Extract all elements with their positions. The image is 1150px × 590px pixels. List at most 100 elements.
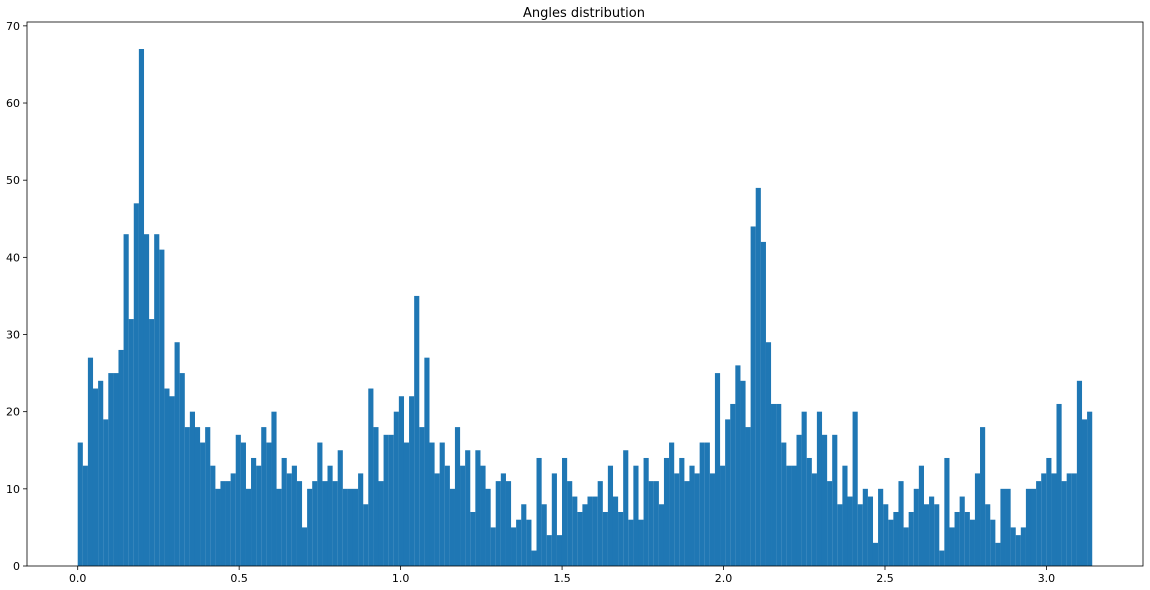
plot-frame xyxy=(26,21,1144,567)
histogram-bar xyxy=(592,496,598,566)
histogram-bar xyxy=(811,473,817,566)
histogram-bar xyxy=(806,457,812,566)
histogram-bar xyxy=(398,396,405,566)
histogram-bar xyxy=(179,373,185,566)
histogram-bar xyxy=(439,442,445,566)
histogram-bar xyxy=(786,465,792,566)
y-tick-label: 30 xyxy=(6,329,20,342)
histogram-bar xyxy=(567,481,573,566)
histogram-bar xyxy=(709,473,715,566)
histogram-bar xyxy=(847,496,853,566)
histogram-bar xyxy=(194,427,201,566)
histogram-bar xyxy=(490,527,496,566)
histogram-bar xyxy=(358,473,364,566)
histogram-bar xyxy=(1030,488,1037,566)
histogram-bar xyxy=(618,511,624,566)
histogram-bar xyxy=(1025,488,1032,566)
histogram-bar xyxy=(704,442,710,566)
histogram-bar xyxy=(628,519,634,566)
histogram-bar xyxy=(240,442,246,566)
x-tick-label: 0.5 xyxy=(230,572,248,585)
histogram-bar xyxy=(1071,473,1077,566)
histogram-bar xyxy=(536,457,542,566)
x-tick-label: 0.0 xyxy=(69,572,87,585)
histogram-bar xyxy=(235,434,241,566)
histogram-bar xyxy=(261,427,267,566)
histogram-bar xyxy=(612,496,619,566)
histogram-bar xyxy=(832,434,838,566)
y-axis: 0 10 20 30 40 50 60 70 xyxy=(6,20,27,573)
histogram-bar xyxy=(531,550,537,566)
histogram-bar xyxy=(674,473,680,566)
histogram-bar xyxy=(485,488,491,566)
histogram-bar xyxy=(77,442,83,566)
histogram-bar xyxy=(587,496,593,566)
histogram-bar xyxy=(750,226,756,566)
histogram-bar xyxy=(388,434,394,566)
histogram-bar xyxy=(495,481,501,566)
histogram-bar xyxy=(403,442,410,566)
histogram-bar xyxy=(200,442,206,566)
histogram-bar xyxy=(322,481,328,566)
histogram-bar xyxy=(429,442,435,566)
x-tick-label: 1.5 xyxy=(553,572,571,585)
histogram-bar xyxy=(939,550,945,566)
histogram-bar xyxy=(781,442,787,566)
histogram-bar xyxy=(337,450,343,566)
histogram-bar xyxy=(577,511,583,566)
y-tick-label: 70 xyxy=(6,20,20,33)
histogram-bar xyxy=(872,542,879,566)
histogram-bar xyxy=(409,396,415,566)
x-tick-label: 2.5 xyxy=(876,572,894,585)
histogram-bar xyxy=(801,411,807,566)
histogram-bar xyxy=(505,481,512,566)
histogram-bar xyxy=(648,481,654,566)
histogram-bar xyxy=(689,465,695,566)
histogram-bar xyxy=(352,488,359,566)
histogram-bar xyxy=(923,504,930,566)
x-tick-label: 2.0 xyxy=(715,572,733,585)
histogram-bar xyxy=(327,465,333,566)
histogram-bar xyxy=(684,481,690,566)
histogram-bar xyxy=(393,411,399,566)
histogram-bar xyxy=(516,519,522,566)
x-axis: 0.0 0.5 1.0 1.5 2.0 2.5 3.0 xyxy=(69,566,1055,585)
histogram-bar xyxy=(638,519,644,566)
histogram-bar xyxy=(1087,411,1093,566)
histogram-bar xyxy=(149,319,155,566)
histogram-bar xyxy=(108,373,114,566)
histogram-bar xyxy=(184,427,190,566)
histogram-bar xyxy=(159,249,165,566)
histogram-bar xyxy=(572,496,578,566)
histogram-bar xyxy=(607,465,614,566)
histogram-bar xyxy=(893,511,899,566)
histogram-bar xyxy=(1081,419,1088,566)
histogram-bar xyxy=(796,434,802,566)
histogram-bar xyxy=(944,457,950,566)
histogram-bar xyxy=(454,427,461,566)
histogram-bar xyxy=(995,542,1001,566)
histogram-bar xyxy=(694,473,700,566)
histogram-bar xyxy=(755,187,761,567)
histogram-bar xyxy=(414,295,420,566)
histogram-bar xyxy=(251,457,257,566)
histogram-bar xyxy=(1010,527,1016,566)
histogram-bar xyxy=(730,403,736,566)
histogram-bar xyxy=(92,388,99,566)
histogram-bar xyxy=(934,504,940,566)
histogram-bar xyxy=(867,496,874,566)
histogram-bar xyxy=(546,535,552,566)
histogram-bar xyxy=(1036,481,1042,566)
histogram-bar xyxy=(449,488,455,566)
histogram-bar xyxy=(883,504,889,566)
histogram-bar xyxy=(419,427,425,566)
y-tick-label: 10 xyxy=(6,483,20,496)
histogram-bar xyxy=(760,241,766,566)
histogram-bar xyxy=(954,511,960,566)
histogram-bar xyxy=(98,380,104,566)
histogram-bar xyxy=(143,234,150,566)
histogram-bar xyxy=(368,388,374,566)
histogram-bar xyxy=(307,488,313,566)
histogram-bar xyxy=(133,203,139,567)
